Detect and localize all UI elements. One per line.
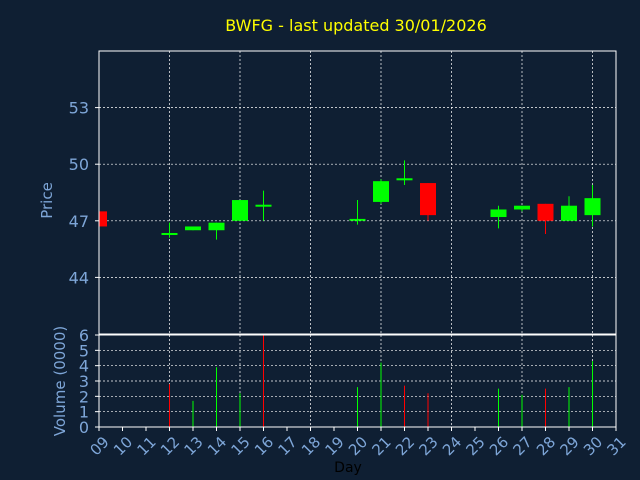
candle-body — [99, 211, 107, 227]
candle — [161, 222, 178, 238]
x-tick-label: 31 — [604, 433, 630, 459]
price-y-tick-label: 47 — [69, 212, 89, 231]
candle-body — [208, 222, 225, 231]
candle — [490, 205, 507, 229]
x-tick-label: 17 — [275, 433, 301, 459]
candle-body — [514, 205, 530, 210]
price-y-ticks: 44 47 50 53 — [69, 99, 99, 287]
volume-axis-label: Volume (0000) — [51, 326, 69, 436]
candle-body — [561, 205, 577, 221]
x-tick-label: 20 — [345, 433, 371, 459]
candle — [255, 190, 272, 221]
volume-y-tick-label: 5 — [79, 341, 89, 360]
candle — [208, 222, 225, 240]
candle — [185, 226, 201, 231]
candle-body — [537, 203, 554, 221]
x-tick-label: 28 — [533, 433, 559, 459]
x-tick-label: 16 — [251, 433, 277, 459]
x-tick-label: 30 — [580, 433, 606, 459]
candle-body — [490, 209, 507, 218]
x-tick-label: 25 — [463, 433, 489, 459]
candle-body — [349, 218, 366, 221]
candle-body — [232, 200, 248, 221]
volume-bars — [169, 335, 593, 427]
candle — [561, 196, 577, 221]
x-axis-label: Day — [334, 460, 362, 476]
volume-y-tick-label: 4 — [79, 357, 89, 376]
x-tick-label: 23 — [416, 433, 442, 459]
x-tick-label: 24 — [439, 433, 465, 459]
price-plot-frame — [98, 50, 617, 335]
x-tick-label: 21 — [369, 433, 395, 459]
volume-y-tick-label: 6 — [79, 326, 89, 345]
x-tick-label: 27 — [510, 433, 536, 459]
candle-body — [185, 226, 201, 231]
candlesticks — [98, 160, 601, 240]
candle — [420, 183, 436, 221]
price-grid — [98, 51, 616, 334]
candle — [373, 179, 389, 204]
x-tick-label: 11 — [134, 433, 160, 459]
candle — [537, 203, 554, 235]
x-tick-label: 18 — [298, 433, 324, 459]
price-y-tick-label: 44 — [69, 268, 89, 287]
candle — [98, 211, 107, 227]
candle-body — [420, 183, 436, 216]
price-y-tick-label: 53 — [69, 99, 89, 118]
candle — [514, 205, 530, 212]
volume-y-tick-label: 3 — [79, 372, 89, 391]
x-tick-label: 15 — [228, 433, 254, 459]
candle — [349, 200, 366, 225]
x-tick-label: 26 — [486, 433, 512, 459]
x-tick-label: 19 — [322, 433, 348, 459]
x-tick-label: 29 — [557, 433, 583, 459]
candle-body — [373, 181, 389, 202]
x-tick-label: 13 — [181, 433, 207, 459]
x-tick-label: 14 — [204, 433, 230, 459]
chart-title: BWFG - last updated 30/01/2026 — [225, 16, 487, 35]
candle — [396, 160, 413, 185]
volume-y-tick-label: 2 — [79, 387, 89, 406]
candle-body — [584, 198, 601, 216]
volume-y-tick-label: 1 — [79, 403, 89, 422]
x-axis-ticks: 0910111213141516171819202122232425262728… — [87, 427, 630, 459]
price-axis-label: Price — [38, 182, 56, 219]
candle — [584, 184, 601, 227]
x-tick-label: 12 — [157, 433, 183, 459]
price-y-tick-label: 50 — [69, 155, 89, 174]
x-tick-label: 22 — [392, 433, 418, 459]
candle — [232, 200, 248, 221]
volume-y-tick-label: 0 — [79, 418, 89, 437]
price-panel: 44 47 50 53 Price — [38, 50, 617, 335]
x-tick-label: 09 — [87, 433, 113, 459]
x-tick-label: 10 — [110, 433, 136, 459]
